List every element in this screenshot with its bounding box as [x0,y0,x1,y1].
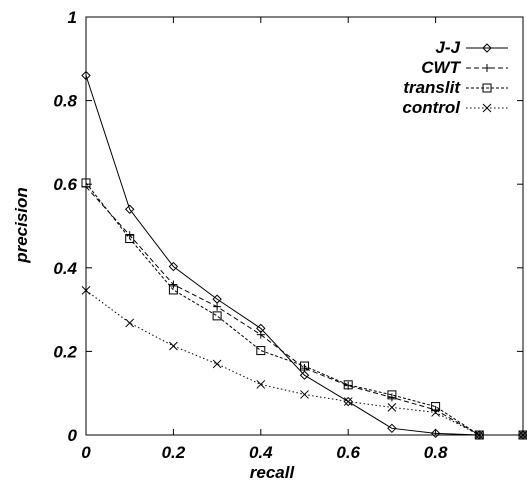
legend-item-j-j: J-J [435,38,508,57]
plot-frame [85,16,524,436]
series-j-j [81,70,527,440]
legend-item-control: control [402,98,508,117]
data-point-translit [212,311,222,321]
legend-label: control [402,98,461,117]
legend-marker [482,83,492,93]
data-point-translit [168,285,178,295]
data-point-translit [431,402,441,412]
data-point-j-j [430,428,441,439]
x-tick-label: 0.4 [249,443,273,462]
data-point-cwt [213,302,222,311]
data-point-control [300,390,309,399]
data-point-control [474,430,484,440]
legend-label: J-J [435,38,460,57]
data-point-translit [474,430,484,440]
data-point-control [125,318,135,328]
data-point-j-j [299,370,310,380]
data-point-translit [125,234,135,244]
data-point-control [81,286,91,295]
series-line-translit [85,182,523,436]
data-point-cwt [387,393,396,402]
legend-item-translit: translit [403,78,508,97]
legend-marker [482,103,492,113]
x-tick-label: 0.8 [424,443,448,462]
data-point-translit [387,390,397,400]
y-tick-label: 0 [68,426,78,445]
series-cwt [82,182,527,439]
series-translit [81,178,527,440]
data-point-translit [300,361,309,371]
data-point-j-j [387,423,397,434]
x-tick-label: 0.6 [336,443,360,462]
data-point-control [518,430,527,440]
legend-marker [482,43,492,53]
y-tick-label: 0.2 [53,342,77,361]
data-point-translit [343,380,353,390]
x-tick-label: 0.2 [162,443,186,462]
data-point-translit [256,346,266,356]
data-point-control [387,403,397,412]
ticks-layer: 0 0.2 0.4 0.6 0.8 0 0.2 0.4 0.6 0.8 1 [53,8,523,462]
legend-marker [483,64,491,72]
y-tick-label: 0.8 [53,92,77,111]
series-line-cwt [85,186,523,436]
series-line-j-j [85,75,523,436]
series-control [81,286,527,440]
legend-label: CWT [421,58,461,77]
y-tick-label: 1 [68,8,77,27]
data-point-translit [81,178,91,188]
y-tick-label: 0.6 [53,175,77,194]
data-point-control [256,380,266,389]
data-point-control [212,359,222,369]
x-axis-label: recall [250,463,296,482]
data-point-j-j [124,204,135,214]
data-point-j-j [81,70,91,81]
data-point-j-j [168,261,179,272]
data-point-control [343,397,353,406]
legend-label: translit [403,78,461,97]
y-axis-label: precision [12,187,31,264]
series-layer [81,70,527,440]
x-tick-label: 0 [81,443,91,462]
data-point-cwt [169,280,178,289]
data-point-cwt [256,330,265,339]
legend-item-cwt: CWT [421,58,508,77]
data-point-j-j [343,396,353,407]
data-point-cwt [300,364,309,373]
y-tick-label: 0.4 [53,259,77,278]
data-point-control [169,341,178,351]
plot-border [85,16,524,436]
series-line-control [85,289,523,436]
data-point-control [431,408,440,417]
